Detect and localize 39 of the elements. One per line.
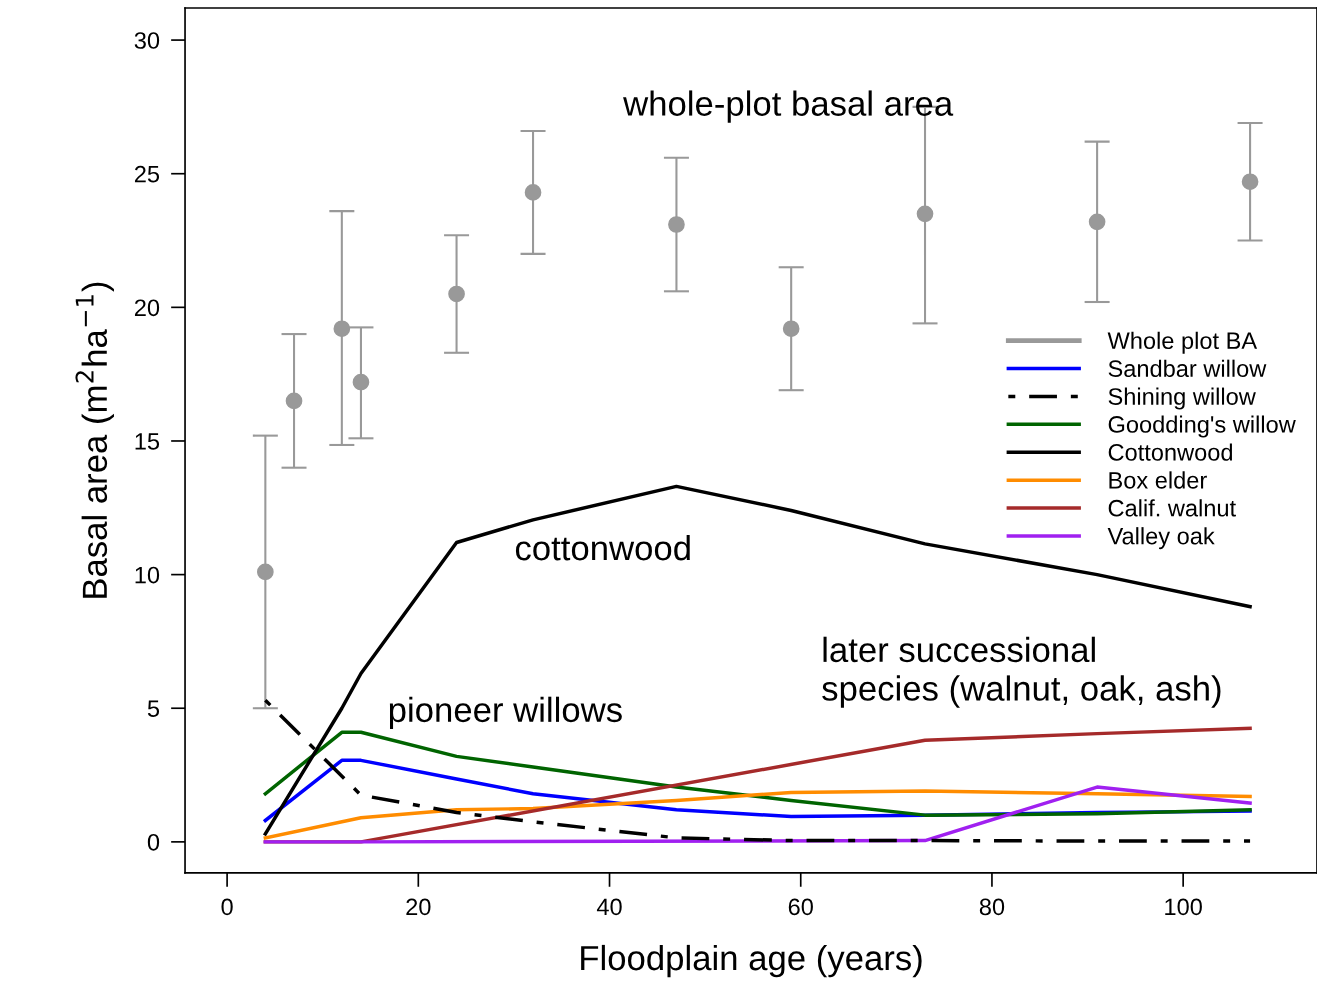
point — [668, 216, 685, 233]
legend-label: Goodding's willow — [1108, 415, 1296, 438]
legend-label: Cottonwood — [1108, 443, 1232, 461]
annotation: later successional species (walnut, oak, ash) — [822, 636, 1221, 708]
y-tick-label: 30 — [134, 32, 160, 49]
y-tick-label: 20 — [134, 299, 160, 317]
x-axis-title: Floodplain age (years) — [581, 944, 922, 978]
y-tick-label: 0 — [147, 833, 160, 851]
y-tick-label: 10 — [135, 566, 160, 584]
point — [333, 320, 351, 338]
x-tick-label: 80 — [979, 898, 1005, 916]
point — [524, 184, 542, 201]
legend-label: Calif. walnut — [1108, 499, 1236, 517]
x-tick-label: 20 — [406, 898, 431, 916]
x-tick-label: 100 — [1165, 898, 1202, 916]
annotation: whole-plot basal area — [623, 90, 954, 123]
y-tick-label: 15 — [135, 433, 160, 450]
point — [448, 285, 465, 303]
x-tick-label: 40 — [596, 898, 622, 916]
line-series — [263, 730, 1252, 817]
point — [285, 392, 303, 410]
legend-label: Box elder — [1109, 471, 1207, 489]
point — [782, 320, 800, 338]
point — [257, 563, 274, 581]
annotation: pioneer willows — [389, 696, 622, 730]
legend-label: Sandbar willow — [1108, 359, 1267, 377]
point — [352, 373, 370, 391]
y-axis-title: Basal area (m$^{2}$ha$^{−1}$) — [75, 282, 114, 598]
annotation: cottonwood — [515, 534, 690, 561]
y-tick-label: 25 — [134, 165, 160, 183]
point — [1088, 213, 1106, 231]
y-tick-label: 5 — [147, 700, 160, 718]
x-tick-label: 60 — [788, 898, 813, 916]
legend-label: Valley oak — [1107, 527, 1215, 550]
legend-label: Shining willow — [1108, 387, 1256, 410]
point — [916, 205, 934, 223]
point — [1241, 173, 1259, 191]
x-tick-label: 0 — [221, 898, 233, 916]
legend-label: Whole plot BA — [1107, 331, 1258, 354]
